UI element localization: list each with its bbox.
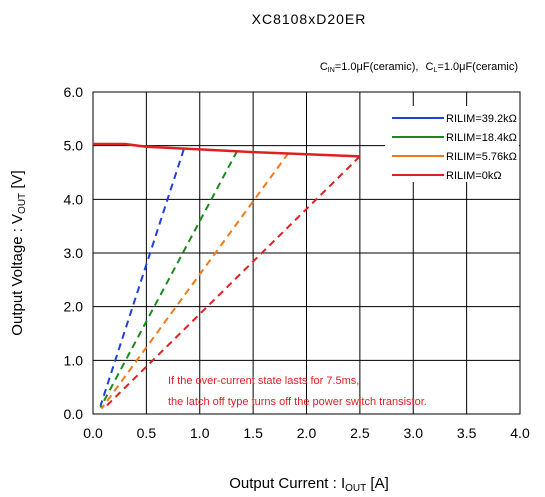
y-axis-label: Output Voltage : VOUT [V] bbox=[9, 170, 28, 335]
x-tick-label: 0.0 bbox=[83, 425, 103, 441]
series-layer bbox=[93, 142, 361, 410]
y-axis-ticks: 0.0 1.0 2.0 3.0 4.0 5.0 6.0 bbox=[64, 84, 84, 422]
series-2-foldback-line bbox=[100, 152, 290, 410]
x-tick-label: 1.5 bbox=[243, 425, 263, 441]
x-tick-label: 2.5 bbox=[350, 425, 370, 441]
y-tick-label: 3.0 bbox=[64, 245, 84, 261]
x-tick-label: 2.0 bbox=[297, 425, 317, 441]
series-0-foldback-line bbox=[99, 149, 185, 407]
annotation: If the over-current state lasts for 7.5m… bbox=[168, 375, 427, 408]
x-tick-label: 0.5 bbox=[137, 425, 157, 441]
annotation-line-2: the latch off type turns off the power s… bbox=[168, 396, 427, 408]
main-output-curve bbox=[93, 142, 360, 158]
y-tick-label: 2.0 bbox=[64, 299, 84, 315]
y-tick-label: 1.0 bbox=[64, 352, 84, 368]
x-tick-label: 3.5 bbox=[457, 425, 477, 441]
legend-label-2: RILIM=5.76kΩ bbox=[446, 151, 517, 163]
annotation-line-1: If the over-current state lasts for 7.5m… bbox=[168, 375, 359, 387]
x-tick-label: 3.0 bbox=[404, 425, 424, 441]
legend-label-3: RILIM=0kΩ bbox=[446, 170, 502, 182]
y-tick-label: 6.0 bbox=[64, 84, 84, 100]
y-tick-label: 0.0 bbox=[64, 406, 84, 422]
x-axis-ticks: 0.0 0.5 1.0 1.5 2.0 2.5 3.0 3.5 4.0 bbox=[83, 425, 530, 441]
chart-subtitle: CIN=1.0μF(ceramic), CL=1.0μF(ceramic) bbox=[320, 61, 518, 74]
series-1-foldback-line bbox=[99, 150, 238, 409]
legend: RILIM=39.2kΩ RILIM=18.4kΩ RILIM=5.76kΩ RILI… bbox=[385, 106, 519, 182]
x-tick-label: 1.0 bbox=[190, 425, 210, 441]
x-axis-label: Output Current : IOUT [A] bbox=[229, 475, 389, 494]
y-tick-label: 4.0 bbox=[64, 191, 84, 207]
chart-title: XC8108xD20ER bbox=[252, 11, 367, 27]
x-tick-label: 4.0 bbox=[510, 425, 530, 441]
y-tick-label: 5.0 bbox=[64, 138, 84, 154]
legend-label-0: RILIM=39.2kΩ bbox=[446, 113, 517, 125]
legend-label-1: RILIM=18.4kΩ bbox=[446, 132, 517, 144]
